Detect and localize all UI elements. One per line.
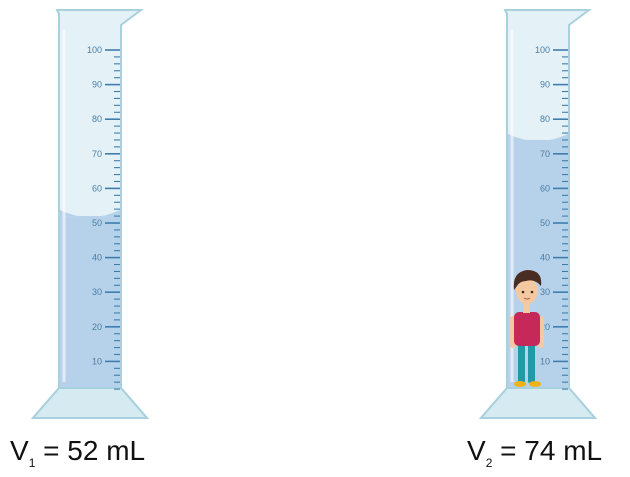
scale-label: 100 <box>535 45 550 55</box>
figure-hair <box>513 270 542 290</box>
scale-label: 60 <box>540 183 550 193</box>
person-figure-icon <box>510 270 544 387</box>
scale-label: 50 <box>540 218 550 228</box>
graduated-cylinder-left: 10 20 30 40 50 60 70 80 90 100 V1 = 52 mL <box>10 9 150 470</box>
figure-mouth <box>523 297 531 300</box>
volume-label-left: V1 = 52 mL <box>10 435 145 470</box>
scale-label: 40 <box>540 253 550 263</box>
figure-shirt <box>514 312 540 346</box>
figure-leg-right <box>528 343 535 383</box>
meniscus-right <box>508 133 568 141</box>
liquid-left <box>60 216 120 388</box>
figure-neck <box>523 303 530 313</box>
scale-label: 70 <box>540 149 550 159</box>
scale-labels-left: 10 20 30 40 50 60 70 80 90 100 <box>87 45 102 366</box>
scale-label: 10 <box>92 356 102 366</box>
scale-label: 30 <box>92 287 102 297</box>
meniscus-left <box>60 210 120 218</box>
scale-label: 80 <box>540 114 550 124</box>
scale-label: 90 <box>540 80 550 90</box>
figure-head <box>516 278 538 304</box>
liquid-right <box>508 139 568 388</box>
scale-label: 70 <box>92 149 102 159</box>
volume-label-right: V2 = 74 mL <box>467 435 602 470</box>
figure-shoe-right <box>529 381 541 387</box>
scale-ticks-right <box>553 49 568 390</box>
figure-eye-right <box>530 290 534 294</box>
scale-label: 60 <box>92 183 102 193</box>
cylinder-base-right <box>478 387 598 419</box>
figure-leg-left <box>518 343 525 383</box>
scale-label: 100 <box>87 45 102 55</box>
graduated-cylinder-right: 10 20 30 40 50 60 70 80 90 100 V2 = 74 mL <box>467 9 602 470</box>
scale-label: 50 <box>92 218 102 228</box>
scale-label: 20 <box>540 322 550 332</box>
cylinder-base-left <box>30 387 150 419</box>
scale-ticks-left <box>105 49 120 390</box>
figure-shoe-left <box>514 381 526 387</box>
scale-label: 90 <box>92 80 102 90</box>
scale-label: 80 <box>92 114 102 124</box>
scale-label: 10 <box>540 356 550 366</box>
scale-label: 30 <box>540 287 550 297</box>
scale-label: 40 <box>92 253 102 263</box>
scale-labels-right: 10 20 30 40 50 60 70 80 90 100 <box>535 45 550 366</box>
figure-eye-left <box>521 290 525 294</box>
scale-label: 20 <box>92 322 102 332</box>
